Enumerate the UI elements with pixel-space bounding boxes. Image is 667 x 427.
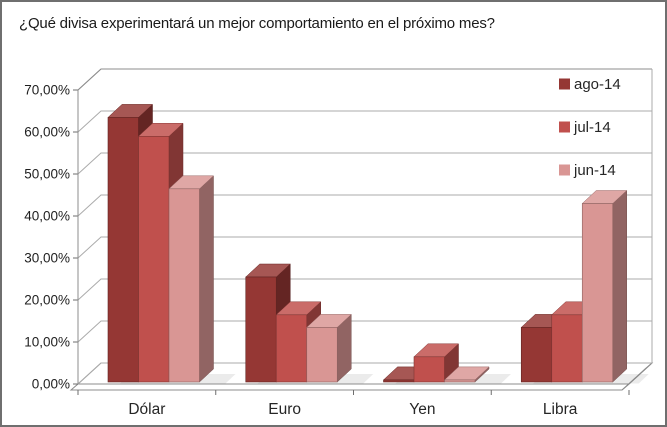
gridline	[77, 110, 652, 133]
legend-swatch	[559, 121, 570, 133]
legend-swatch	[559, 164, 570, 176]
chart-floor-right-edge	[621, 362, 653, 391]
gridline	[77, 278, 652, 301]
bar-Euro-jun-14	[306, 327, 338, 383]
bar-Libra-jun-14	[581, 203, 614, 383]
legend-label: jul-14	[573, 119, 611, 136]
y-axis-label: 0,00%	[32, 377, 70, 392]
category-label: Yen	[409, 401, 435, 418]
bar-Libra-jul-14	[551, 314, 583, 383]
bar-Libra-jun-14-side	[612, 189, 627, 383]
bar-Euro-ago-14	[245, 276, 277, 383]
y-axis-label: 70,00%	[24, 83, 70, 98]
y-axis-label: 30,00%	[24, 251, 70, 266]
category-label: Dólar	[128, 401, 165, 418]
gridline	[77, 194, 652, 217]
y-axis-label: 50,00%	[24, 167, 70, 182]
y-axis-label: 10,00%	[24, 335, 70, 350]
bar-Yen-jul-14	[413, 356, 445, 383]
bar-Yen-ago-14	[383, 379, 415, 383]
bar-Dólar-jul-14	[138, 136, 170, 383]
category-label: Euro	[268, 401, 301, 418]
bar-Libra-ago-14	[520, 327, 553, 383]
bar-Yen-jun-14	[444, 379, 476, 383]
legend-swatch	[559, 78, 570, 90]
bar-Dólar-jun-14-side	[199, 175, 214, 383]
gridline	[77, 362, 652, 385]
chart-floor-front-edge	[69, 383, 631, 391]
gridline	[77, 236, 652, 259]
chart-title: ¿Qué divisa experimentará un mejor compo…	[19, 15, 495, 32]
legend-label: jun-14	[573, 162, 616, 179]
wall-top-left-edge	[77, 68, 102, 91]
bar-Dólar-ago-14	[107, 117, 139, 383]
gridline	[77, 320, 652, 343]
gridline	[77, 152, 652, 175]
y-axis-label: 40,00%	[24, 209, 70, 224]
category-label: Libra	[543, 401, 578, 418]
bar-Dólar-jun-14	[168, 188, 200, 383]
bar-Euro-jul-14	[275, 314, 308, 383]
y-axis-label: 60,00%	[24, 125, 70, 140]
y-axis-label: 20,00%	[24, 293, 70, 308]
legend-label: ago-14	[574, 76, 621, 93]
